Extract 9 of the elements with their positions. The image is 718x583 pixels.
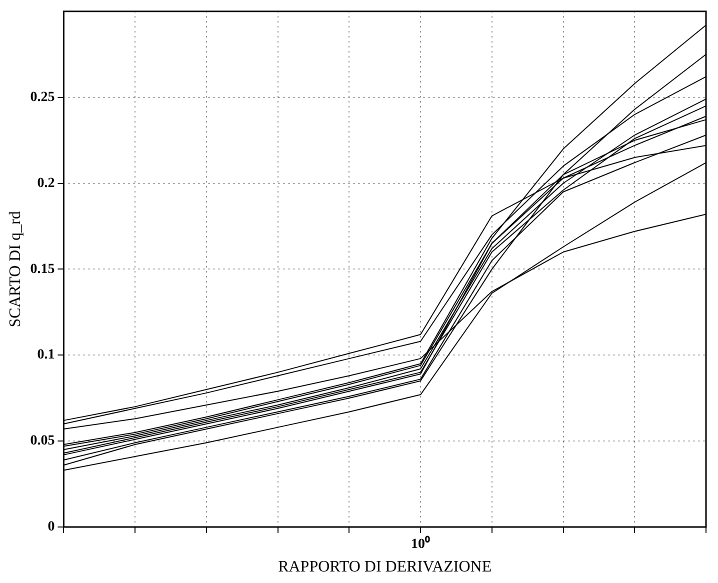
y-tick-label: 0.15	[30, 262, 55, 277]
y-tick-label: 0	[48, 520, 55, 535]
x-axis-title: RAPPORTO DI DERIVAZIONE	[278, 558, 492, 576]
y-tick-label: 0.25	[30, 90, 55, 105]
y-axis-title: SCARTO DI q_rd	[6, 211, 24, 328]
x-tick-label: 10⁰	[411, 535, 430, 552]
y-tick-label: 0.2	[37, 176, 55, 191]
y-tick-label: 0.1	[37, 348, 55, 363]
y-tick-label: 0.05	[30, 434, 55, 449]
